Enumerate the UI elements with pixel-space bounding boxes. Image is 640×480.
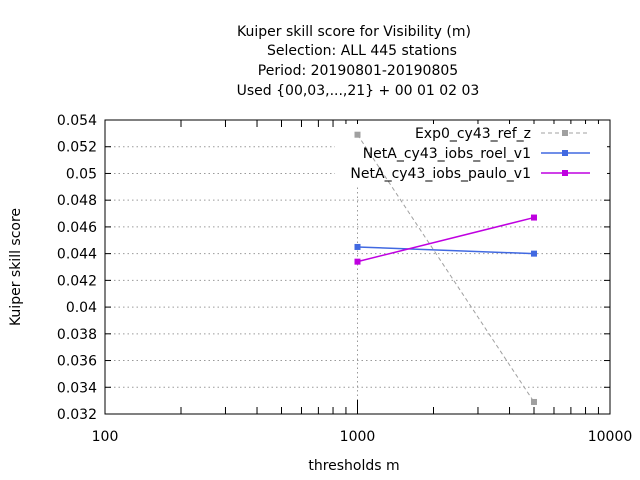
series-point-0 [530, 398, 537, 405]
x-axis: 100 1000 10000 [92, 120, 633, 445]
y-tick-label: 0.034 [57, 380, 97, 396]
y-tick-label: 0.054 [57, 113, 97, 129]
y-axis-label: Kuiper skill score [8, 208, 24, 326]
legend-marker-1 [562, 150, 568, 156]
chart-subtitle-used: Used {00,03,...,21} + 00 01 02 03 [237, 83, 480, 99]
y-tick-label: 0.048 [57, 193, 97, 209]
y-tick-label: 0.032 [57, 407, 97, 423]
y-tick-label: 0.04 [66, 300, 97, 316]
chart-subtitle-selection: Selection: ALL 445 stations [267, 43, 457, 59]
series-point-2 [530, 214, 537, 221]
y-tick-label: 0.046 [57, 220, 97, 236]
legend: Exp0_cy43_ref_z NetA_cy43_iobs_roel_v1 Net… [350, 126, 590, 182]
legend-background [335, 124, 607, 186]
legend-marker-2 [562, 170, 568, 176]
y-axis: 0.032 0.034 0.036 0.038 0.04 0.042 0.044 0.046 0… [57, 113, 610, 423]
series-line-2 [357, 216, 535, 263]
series-point-2 [354, 258, 361, 265]
x-tick-label: 10000 [588, 429, 633, 445]
legend-label-1: NetA_cy43_iobs_roel_v1 [363, 146, 531, 162]
legend-label-2: NetA_cy43_iobs_paulo_v1 [350, 166, 531, 182]
series-point-0 [354, 131, 361, 138]
y-tick-label: 0.052 [57, 140, 97, 156]
chart-subtitle-period: Period: 20190801-20190805 [258, 63, 458, 79]
x-axis-label: thresholds m [308, 458, 399, 474]
y-tick-label: 0.038 [57, 327, 97, 343]
legend-label-0: Exp0_cy43_ref_z [415, 126, 531, 142]
y-tick-label: 0.036 [57, 354, 97, 370]
y-tick-label: 0.042 [57, 273, 97, 289]
series-line-0 [357, 134, 535, 403]
legend-box [335, 124, 607, 186]
chart-title-block: Kuiper skill score for Visibility (m) Se… [237, 24, 480, 99]
series-layer [354, 131, 537, 405]
x-tick-label: 1000 [340, 429, 376, 445]
y-tick-label: 0.05 [66, 166, 97, 182]
series-point-1 [354, 243, 361, 250]
series-point-1 [530, 250, 537, 257]
legend-marker-0 [562, 130, 568, 136]
series-line-1 [357, 246, 535, 255]
x-tick-label: 100 [92, 429, 119, 445]
chart-title: Kuiper skill score for Visibility (m) [237, 24, 471, 40]
y-tick-label: 0.044 [57, 247, 97, 263]
